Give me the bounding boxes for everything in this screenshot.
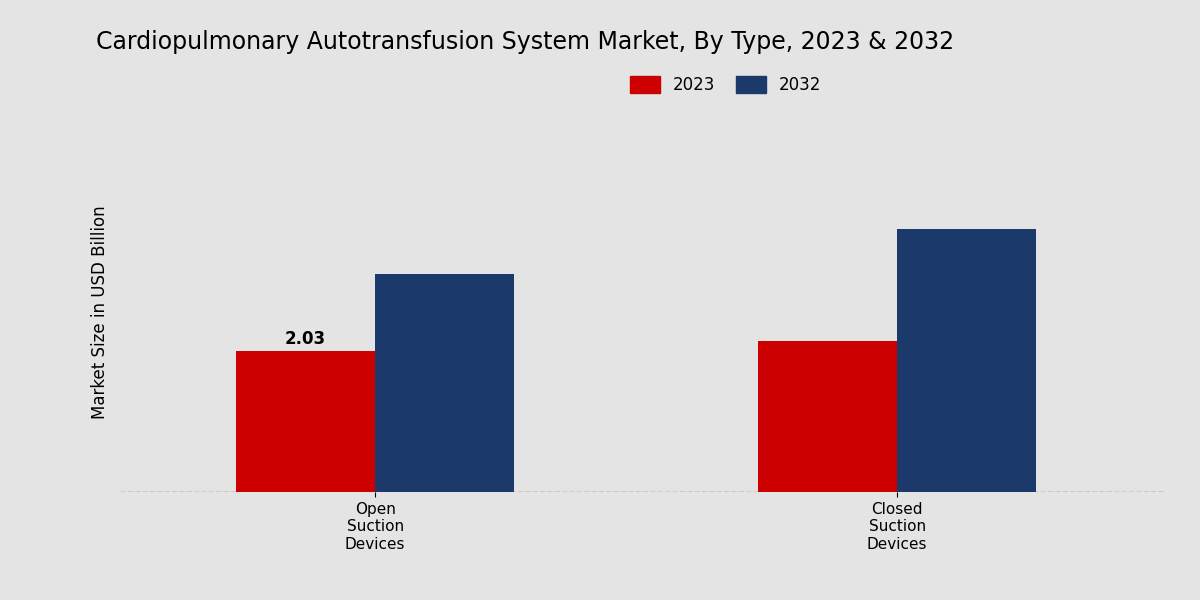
Bar: [758, 341, 898, 492]
Bar: [376, 274, 515, 492]
Y-axis label: Market Size in USD Billion: Market Size in USD Billion: [91, 205, 109, 419]
Legend: 2023, 2032: 2023, 2032: [630, 76, 821, 94]
Text: Cardiopulmonary Autotransfusion System Market, By Type, 2023 & 2032: Cardiopulmonary Autotransfusion System M…: [96, 30, 954, 54]
Bar: [898, 229, 1037, 492]
Bar: [236, 352, 376, 492]
Text: 2.03: 2.03: [286, 330, 326, 348]
